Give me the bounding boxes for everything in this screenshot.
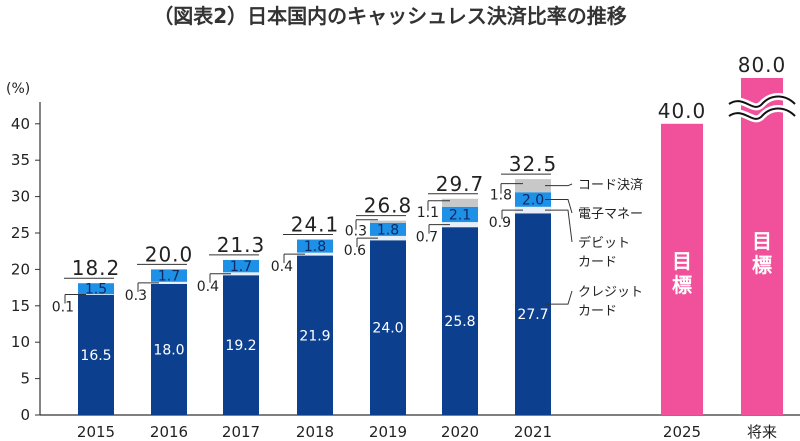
bar-segment-2017-2 <box>223 259 259 273</box>
y-tick-label: 5 <box>20 370 30 388</box>
target-text-top: 目 <box>672 249 692 273</box>
bar-segment-2015-0 <box>78 294 114 415</box>
x-tick-label: 2019 <box>369 423 407 441</box>
y-tick-label: 30 <box>11 188 30 206</box>
bar-segment-2019-3 <box>370 220 406 223</box>
bar-segment-2020-1 <box>442 222 478 228</box>
target-bar-0 <box>661 123 703 416</box>
target-bar-1 <box>741 78 783 415</box>
bar-segment-2017-0 <box>223 275 259 415</box>
legend-leader-line <box>545 183 573 187</box>
bar-segment-2019-0 <box>370 240 406 415</box>
legend-leader-line <box>545 290 573 305</box>
data-label-credit: 18.0 <box>153 342 184 358</box>
x-tick-label: 2025 <box>663 423 701 441</box>
data-label-code: 0.3 <box>345 224 367 240</box>
bar-segment-2018-1 <box>297 252 333 256</box>
bar-segment-2021-3 <box>515 179 551 193</box>
y-axis-unit: (%) <box>6 81 30 97</box>
legend-label: カード <box>578 304 617 319</box>
target-value-label: 80.0 <box>738 53 787 77</box>
bar-segment-2021-2 <box>515 192 551 207</box>
legend-label: クレジット <box>578 285 643 300</box>
legend-label: 電子マネー <box>578 207 643 222</box>
legend-leader-line <box>545 209 573 243</box>
data-label-emoney: 1.7 <box>158 269 180 285</box>
data-label-emoney: 2.1 <box>449 207 471 223</box>
data-label-credit: 19.2 <box>225 338 256 354</box>
target-value-label: 40.0 <box>658 99 707 123</box>
data-label-code: 1.1 <box>417 205 439 221</box>
total-label: 18.2 <box>72 256 121 280</box>
bar-segment-2020-0 <box>442 227 478 415</box>
data-label-emoney: 1.5 <box>85 282 107 298</box>
legend-leader-line <box>545 199 573 214</box>
total-label: 20.0 <box>145 242 194 266</box>
data-label-credit: 16.5 <box>80 348 111 364</box>
bar-segment-2019-1 <box>370 235 406 241</box>
bar-segment-2017-1 <box>223 272 259 276</box>
x-tick-label: 将来 <box>747 423 777 441</box>
total-label: 29.7 <box>436 172 485 196</box>
data-label-debit: 0.9 <box>489 215 511 231</box>
data-label-emoney: 2.0 <box>522 193 544 209</box>
y-tick-label: 20 <box>11 260 30 278</box>
bar-segment-2016-2 <box>151 269 187 282</box>
x-tick-label: 2020 <box>441 423 479 441</box>
bar-segment-2018-0 <box>297 255 333 415</box>
x-tick-label: 2021 <box>514 423 552 441</box>
target-text-bottom: 標 <box>672 273 692 297</box>
y-tick-label: 40 <box>11 115 30 133</box>
legend-label: カード <box>578 255 617 270</box>
total-label: 24.1 <box>291 213 340 237</box>
data-label-emoney: 1.8 <box>377 222 399 238</box>
data-label-debit: 0.7 <box>416 230 438 246</box>
bar-segment-2016-0 <box>151 283 187 415</box>
data-label-debit: 0.3 <box>125 288 147 304</box>
data-label-credit: 27.7 <box>517 307 548 323</box>
data-label-credit: 24.0 <box>372 321 403 337</box>
y-tick-label: 0 <box>20 406 30 424</box>
data-label-code: 1.8 <box>490 188 512 204</box>
bar-segment-2016-1 <box>151 281 187 284</box>
bar-segment-2021-1 <box>515 206 551 214</box>
data-label-credit: 21.9 <box>299 328 330 344</box>
axis-break-mark <box>728 107 796 120</box>
total-label: 26.8 <box>364 194 413 218</box>
data-label-debit: 0.6 <box>344 243 366 259</box>
target-text-top: 目 <box>752 229 772 253</box>
bar-segment-2020-2 <box>442 206 478 223</box>
axis-break-mark <box>728 95 796 108</box>
data-label-debit: 0.4 <box>271 259 293 275</box>
y-tick-label: 15 <box>11 297 30 315</box>
bar-segment-2015-2 <box>78 283 114 295</box>
data-label-debit: 0.1 <box>52 300 74 316</box>
bar-segment-2019-2 <box>370 222 406 236</box>
bar-segment-2018-2 <box>297 239 333 253</box>
y-tick-label: 25 <box>11 224 30 242</box>
x-tick-label: 2018 <box>296 423 334 441</box>
bar-segment-2021-0 <box>515 213 551 415</box>
y-tick-label: 10 <box>11 333 30 351</box>
total-label: 21.3 <box>217 233 266 257</box>
x-tick-label: 2015 <box>77 423 115 441</box>
target-text-bottom: 標 <box>752 253 772 277</box>
data-label-debit: 0.4 <box>197 279 219 295</box>
bar-segment-2020-3 <box>442 198 478 207</box>
y-tick-label: 35 <box>11 151 30 169</box>
x-tick-label: 2017 <box>222 423 260 441</box>
chart-title: （図表2）日本国内のキャッシュレス決済比率の推移 <box>153 4 627 28</box>
legend-label: コード決済 <box>578 177 643 193</box>
data-label-emoney: 1.8 <box>304 239 326 255</box>
data-label-emoney: 1.7 <box>230 259 252 275</box>
x-tick-label: 2016 <box>150 423 188 441</box>
total-label: 32.5 <box>509 152 558 176</box>
data-label-credit: 25.8 <box>444 314 475 330</box>
legend-label: デビット <box>578 235 630 251</box>
